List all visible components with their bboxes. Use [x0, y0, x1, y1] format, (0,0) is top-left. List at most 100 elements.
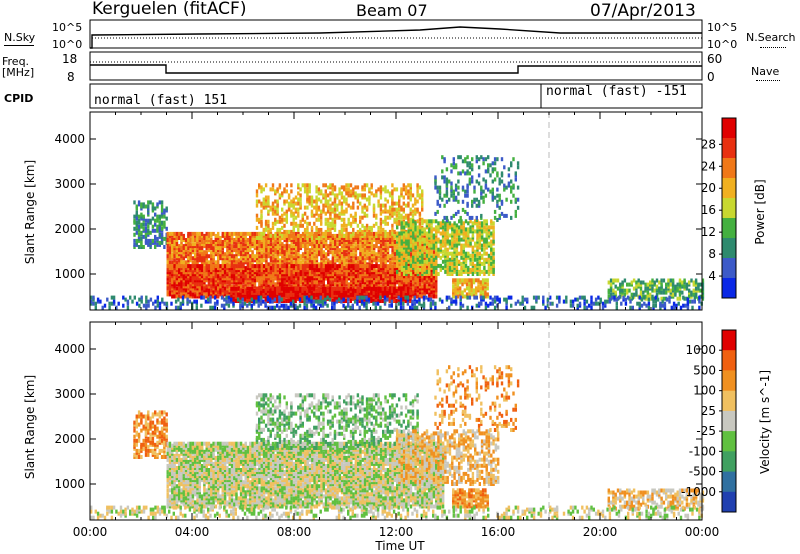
power-cell [210, 276, 213, 281]
power-cell [306, 252, 309, 257]
power-cell [250, 286, 254, 291]
power-cell [212, 258, 215, 263]
power-cell [154, 245, 157, 249]
power-cell [363, 183, 366, 188]
power-cell [310, 225, 314, 230]
nsearch-legend-dots [760, 47, 786, 48]
power-cell [203, 266, 206, 271]
power-cell [285, 233, 288, 238]
power-cell [191, 250, 195, 255]
power-cell [244, 242, 247, 247]
power-cell [194, 248, 197, 253]
power-cell [272, 242, 275, 247]
power-cell [239, 284, 243, 289]
power-cell [260, 213, 263, 218]
power-cell [203, 272, 206, 277]
power-cell [340, 264, 344, 269]
power-cell [258, 264, 261, 269]
power-cell [306, 187, 309, 192]
power-cell [365, 286, 369, 291]
power-cell [133, 200, 136, 205]
power-cell [317, 187, 321, 192]
power-cell [354, 191, 357, 196]
power-cell [230, 244, 234, 249]
power-cell [276, 227, 279, 232]
power-cell [301, 272, 305, 277]
power-cell [221, 270, 224, 275]
power-cell [205, 242, 208, 247]
power-cell [253, 278, 257, 283]
power-cell [292, 203, 295, 208]
power-cell [255, 225, 259, 230]
power-cell [363, 242, 367, 247]
power-cell [207, 231, 211, 236]
power-cell [331, 258, 335, 263]
power-cell [361, 264, 364, 269]
power-cell [350, 252, 353, 257]
power-cell [356, 223, 360, 228]
power-cell [301, 286, 304, 291]
power-cell [294, 286, 297, 291]
power-cell [200, 270, 204, 275]
power-cell [334, 233, 337, 238]
power-cell [391, 242, 394, 247]
power-cell [368, 229, 371, 234]
power-cell [329, 227, 332, 232]
power-cell [142, 218, 145, 223]
power-cell [267, 240, 270, 244]
power-cell [421, 284, 424, 289]
power-cell [260, 201, 263, 206]
power-cell [418, 278, 422, 283]
power-cell [200, 250, 204, 255]
power-cell [242, 264, 245, 269]
power-cell [322, 276, 325, 281]
power-cell [292, 250, 296, 255]
power-cell [219, 240, 222, 244]
power-cell [223, 252, 227, 257]
power-cell [407, 286, 410, 291]
power-cell [178, 250, 181, 255]
power-cell [194, 270, 197, 275]
power-cell [205, 252, 208, 257]
power-cell [244, 236, 247, 240]
power-cell [234, 286, 238, 291]
power-cell [276, 258, 280, 263]
power-cell [228, 276, 231, 281]
power-cell [322, 250, 325, 255]
power-cell [363, 264, 367, 269]
power-cell [182, 244, 185, 249]
power-cell [382, 236, 385, 240]
power-cell [230, 264, 234, 269]
power-cell [345, 242, 348, 247]
power-cell [357, 236, 360, 240]
power-cell [338, 187, 341, 192]
power-cell [329, 231, 332, 236]
power-cell [212, 254, 215, 259]
power-cell [342, 286, 346, 291]
power-cell [329, 238, 332, 242]
power-cell [226, 236, 229, 240]
power-cell [331, 233, 334, 238]
power-cell [253, 288, 256, 293]
power-cell [171, 276, 174, 281]
power-cell [217, 284, 220, 289]
power-cell [228, 256, 231, 261]
power-cell [256, 276, 259, 281]
power-cell [235, 276, 238, 281]
power-cell [253, 242, 257, 247]
power-cell [160, 208, 164, 213]
power-cell [347, 221, 350, 226]
power-cell [349, 286, 352, 291]
power-cell [223, 244, 227, 249]
power-cell [334, 236, 337, 240]
power-cell [260, 254, 263, 259]
power-cell [253, 270, 257, 275]
power-cell [133, 218, 136, 223]
power-cell [262, 284, 266, 289]
power-cell [345, 264, 348, 269]
power-cell [412, 280, 415, 285]
power-cell [214, 264, 218, 269]
power-cell [352, 231, 355, 236]
power-cell [347, 264, 351, 269]
power-cell [281, 225, 284, 230]
